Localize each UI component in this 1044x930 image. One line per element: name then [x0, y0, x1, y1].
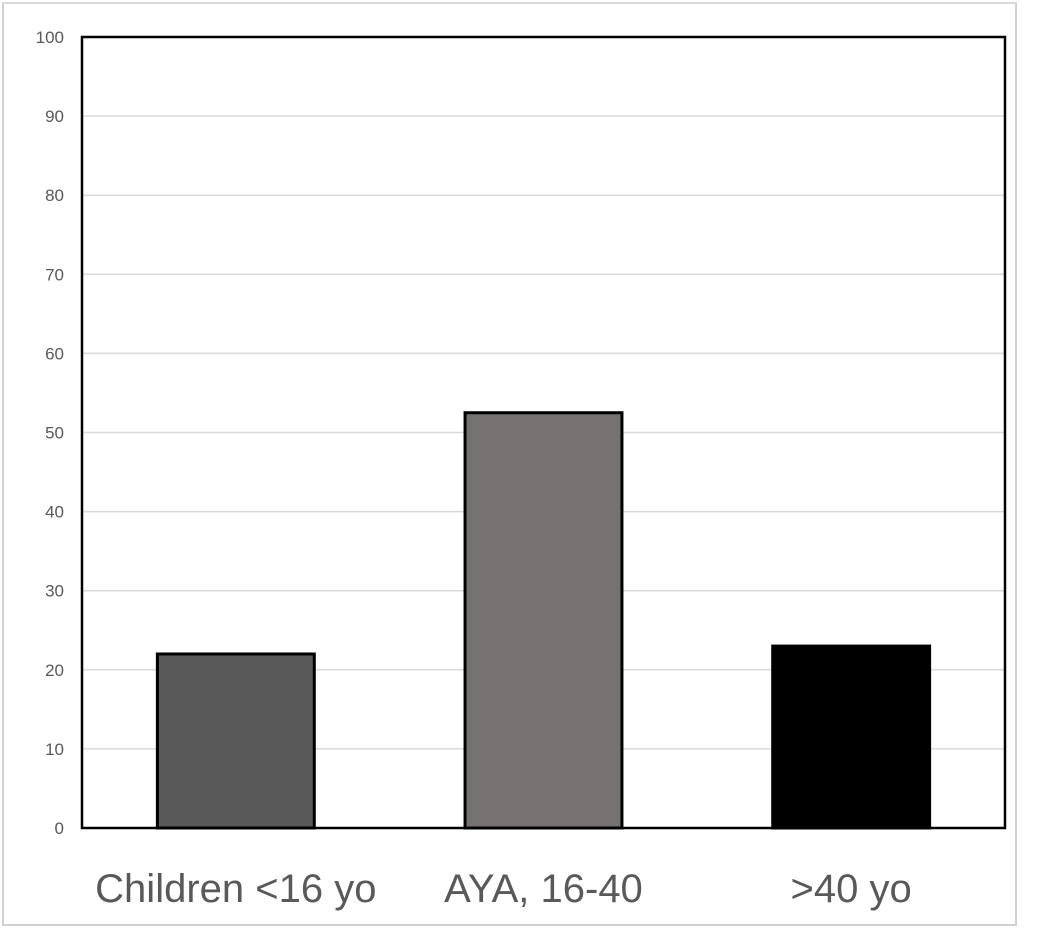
- y-tick-label: 0: [55, 819, 64, 838]
- x-axis-category-labels: Children <16 yo AYA, 16-40 >40 yo: [95, 867, 912, 911]
- y-tick-label: 90: [45, 107, 64, 126]
- category-label: AYA, 16-40: [444, 867, 643, 911]
- bar: [771, 644, 932, 830]
- y-tick-label: 30: [45, 582, 64, 601]
- y-tick-label: 10: [45, 740, 64, 759]
- y-tick-label: 100: [36, 28, 64, 47]
- y-tick-label: 80: [45, 186, 64, 205]
- plot-area-border: [80, 35, 1007, 830]
- bars: [155, 411, 932, 830]
- y-tick-label: 60: [45, 344, 64, 363]
- category-label: >40 yo: [791, 867, 912, 911]
- y-tick-label: 50: [45, 424, 64, 443]
- category-label: Children <16 yo: [95, 867, 376, 911]
- y-tick-label: 40: [45, 503, 64, 522]
- bar: [155, 652, 316, 830]
- bar: [463, 411, 624, 830]
- y-axis-tick-labels: 0 10 20 30 40 50 60 70 80 90 100: [36, 28, 64, 838]
- y-tick-label: 20: [45, 661, 64, 680]
- y-tick-label: 70: [45, 265, 64, 284]
